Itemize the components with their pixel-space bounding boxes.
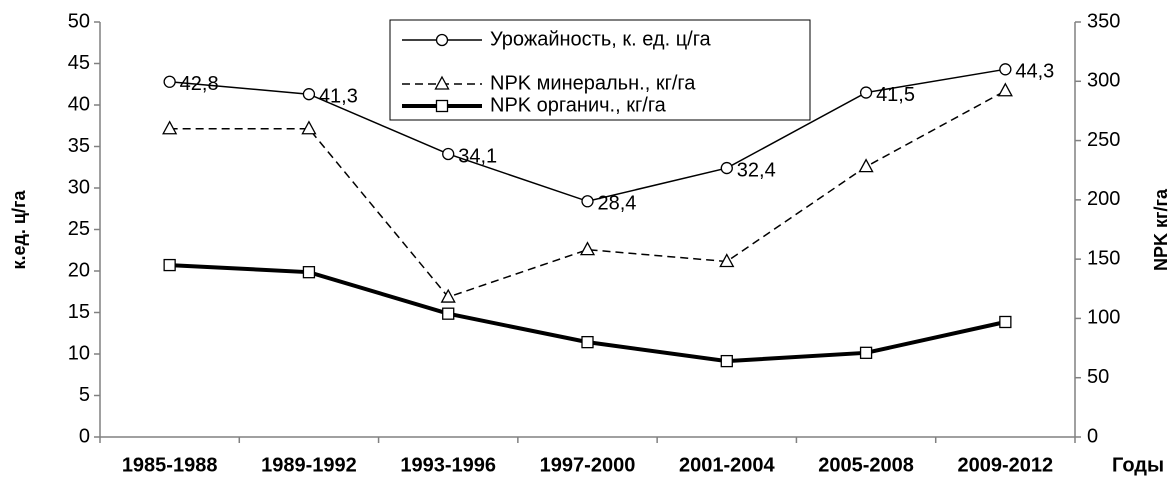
point bbox=[302, 266, 316, 279]
y2-tick-label: 50 bbox=[1087, 366, 1109, 388]
legend-label: Урожайность, к. ед. ц/га bbox=[490, 28, 712, 50]
y-tick-label: 50 bbox=[68, 10, 90, 32]
y2-tick-label: 200 bbox=[1087, 188, 1120, 210]
y2-tick-label: 100 bbox=[1087, 307, 1120, 329]
y-tick-label: 10 bbox=[68, 342, 90, 364]
point bbox=[719, 253, 735, 268]
point bbox=[858, 158, 874, 173]
point bbox=[720, 161, 733, 175]
point bbox=[999, 63, 1012, 76]
point bbox=[440, 288, 456, 303]
legend-marker bbox=[434, 75, 450, 90]
point bbox=[997, 82, 1013, 97]
y-axis-title: к.ед. ц/га bbox=[9, 190, 29, 270]
y-tick-label: 15 bbox=[68, 301, 90, 323]
point bbox=[163, 258, 176, 272]
legend-label: NPK органич., кг/га bbox=[490, 94, 667, 116]
data-label: 41,5 bbox=[876, 84, 915, 106]
x-tick-label: 1993-1996 bbox=[400, 454, 496, 476]
y-tick-label: 45 bbox=[68, 52, 90, 74]
data-label: 32,4 bbox=[737, 159, 776, 181]
point bbox=[162, 120, 178, 135]
data-label: 41,3 bbox=[319, 85, 358, 107]
legend-label: NPK минеральн., кг/га bbox=[490, 72, 696, 94]
x-axis-title: Годы bbox=[1112, 454, 1164, 476]
point bbox=[581, 195, 594, 208]
y2-tick-label: 150 bbox=[1087, 247, 1120, 269]
data-label: 28,4 bbox=[598, 193, 637, 215]
point bbox=[999, 315, 1012, 329]
y2-tick-label: 350 bbox=[1087, 10, 1120, 32]
x-tick-label: 2009-2012 bbox=[958, 454, 1054, 476]
x-tick-label: 1985-1988 bbox=[122, 454, 218, 476]
point bbox=[859, 86, 873, 99]
point bbox=[302, 88, 316, 101]
data-label: 34,1 bbox=[458, 145, 497, 167]
legend-marker bbox=[435, 99, 449, 113]
y-tick-label: 30 bbox=[68, 176, 90, 198]
y2-tick-label: 250 bbox=[1087, 129, 1120, 151]
y-tick-label: 35 bbox=[68, 135, 90, 157]
data-label: 42,8 bbox=[180, 73, 219, 95]
point bbox=[859, 346, 873, 359]
data-label: 44,3 bbox=[1015, 61, 1054, 83]
y-tick-label: 20 bbox=[68, 259, 90, 281]
y2-axis-title: NPK кг/га bbox=[1151, 188, 1171, 271]
point bbox=[579, 241, 596, 256]
y-tick-label: 0 bbox=[79, 425, 90, 447]
point bbox=[581, 335, 594, 349]
y2-tick-label: 0 bbox=[1087, 425, 1098, 447]
x-tick-label: 1989-1992 bbox=[261, 454, 357, 476]
legend-box bbox=[389, 19, 811, 121]
point bbox=[442, 147, 455, 161]
point bbox=[301, 120, 317, 135]
point bbox=[442, 307, 455, 320]
point bbox=[163, 75, 176, 88]
y-tick-label: 25 bbox=[68, 218, 90, 240]
y2-tick-label: 300 bbox=[1087, 70, 1120, 92]
y-tick-label: 5 bbox=[79, 384, 90, 406]
legend-marker bbox=[435, 33, 449, 47]
y-tick-label: 40 bbox=[68, 93, 90, 115]
x-tick-label: 1997-2000 bbox=[540, 454, 636, 476]
point bbox=[720, 354, 733, 368]
x-tick-label: 2005-2008 bbox=[818, 454, 914, 476]
x-tick-label: 2001-2004 bbox=[679, 454, 776, 476]
